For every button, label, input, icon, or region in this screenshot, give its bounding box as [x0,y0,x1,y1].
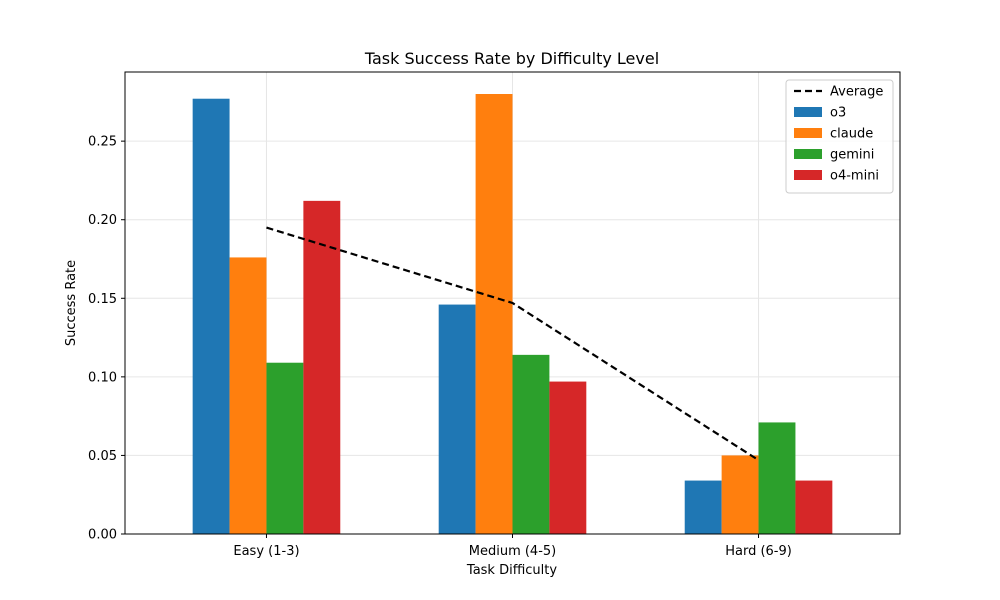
y-axis: 0.00 0.05 0.10 0.15 0.20 0.25 [88,135,125,543]
bars [192,94,833,534]
legend-label-claude: claude [830,127,873,142]
legend-label-o3: o3 [830,106,846,121]
bar-o3-2 [684,480,722,534]
legend-swatch-gemini [794,149,822,159]
chart-title: Task Success Rate by Difficulty Level [364,49,659,68]
legend-swatch-o4-mini [794,170,822,180]
bar-claude-1 [475,94,513,534]
legend-label-average: Average [830,85,883,100]
legend-swatch-claude [794,128,822,138]
bar-o4-mini-0 [303,200,341,534]
bar-gemini-1 [512,354,550,534]
bar-o3-1 [438,304,476,534]
legend: Average o3 claude gemini o4-mini [785,79,894,194]
y-tick-label: 0.20 [88,213,117,228]
x-tick-label: Easy (1-3) [233,544,299,559]
bar-gemini-0 [266,362,304,534]
y-tick-label: 0.05 [88,449,117,464]
average-line [266,226,760,462]
legend-swatch-o3 [794,107,822,117]
y-axis-label: Success Rate [64,260,79,346]
x-axis: Easy (1-3) Medium (4-5) Hard (6-9) [233,534,792,559]
x-tick-label: Medium (4-5) [469,544,557,559]
y-tick-label: 0.15 [88,292,117,307]
legend-label-gemini: gemini [830,148,874,163]
y-tick-label: 0.25 [88,135,117,150]
bar-o4-mini-2 [795,480,833,534]
bar-claude-0 [229,257,267,534]
x-axis-label: Task Difficulty [466,563,557,578]
x-tick-label: Hard (6-9) [725,544,792,559]
bar-o3-0 [192,98,230,534]
bar-o4-mini-1 [549,381,587,534]
average-line-group [266,226,760,462]
y-tick-label: 0.10 [88,370,117,385]
bar-claude-2 [721,455,759,534]
y-tick-label: 0.00 [88,528,117,543]
bar-gemini-2 [758,422,796,534]
legend-label-o4-mini: o4-mini [830,169,879,184]
